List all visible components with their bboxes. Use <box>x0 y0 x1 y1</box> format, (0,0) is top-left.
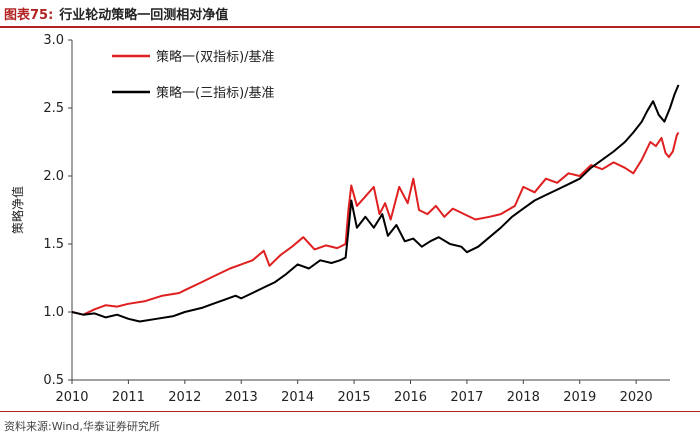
x-tick-label: 2013 <box>225 390 258 405</box>
x-tick-label: 2012 <box>168 390 201 405</box>
y-tick-label: 0.5 <box>43 373 64 388</box>
series-line-1 <box>71 131 680 316</box>
x-tick-label: 2015 <box>338 390 371 405</box>
series-lines <box>71 84 680 323</box>
figure-label: 图表75: <box>4 8 54 23</box>
legend-label-1: 策略一(双指标)/基准 <box>156 49 275 65</box>
source-note: 资料来源:Wind,华泰证券研究所 <box>4 420 160 433</box>
y-tick-label: 2.0 <box>43 169 64 184</box>
footer-divider <box>0 411 700 412</box>
y-tick-label: 2.5 <box>43 101 64 116</box>
y-axis-label: 策略净值 <box>10 186 25 234</box>
x-axis-ticks: 2010 2011 2012 2013 2014 2015 2016 2017 2018 2019… <box>55 380 653 405</box>
y-tick-label: 1.5 <box>43 237 64 252</box>
x-tick-label: 2014 <box>281 390 314 405</box>
series-line-2 <box>71 84 680 323</box>
figure-caption: 图表75: 行业轮动策略一回测相对净值 <box>4 4 228 23</box>
x-tick-label: 2020 <box>620 390 653 405</box>
x-tick-label: 2010 <box>55 390 88 405</box>
legend-label-2: 策略一(三指标)/基准 <box>156 85 275 101</box>
y-tick-label: 3.0 <box>43 33 64 48</box>
caption-divider <box>0 26 700 28</box>
x-tick-label: 2017 <box>450 390 483 405</box>
x-tick-label: 2016 <box>394 390 427 405</box>
axes <box>71 40 670 381</box>
x-tick-label: 2011 <box>112 390 145 405</box>
y-tick-label: 1.0 <box>43 305 64 320</box>
x-tick-label: 2019 <box>563 390 596 405</box>
figure-title: 行业轮动策略一回测相对净值 <box>59 8 229 23</box>
line-chart: 0.51.01.52.02.53.0 2010 2011 2012 2013 2014 2… <box>10 33 680 405</box>
x-tick-label: 2018 <box>507 390 540 405</box>
y-axis-ticks: 0.5 1.0 1.5 2.0 2.5 3.0 <box>43 33 72 388</box>
